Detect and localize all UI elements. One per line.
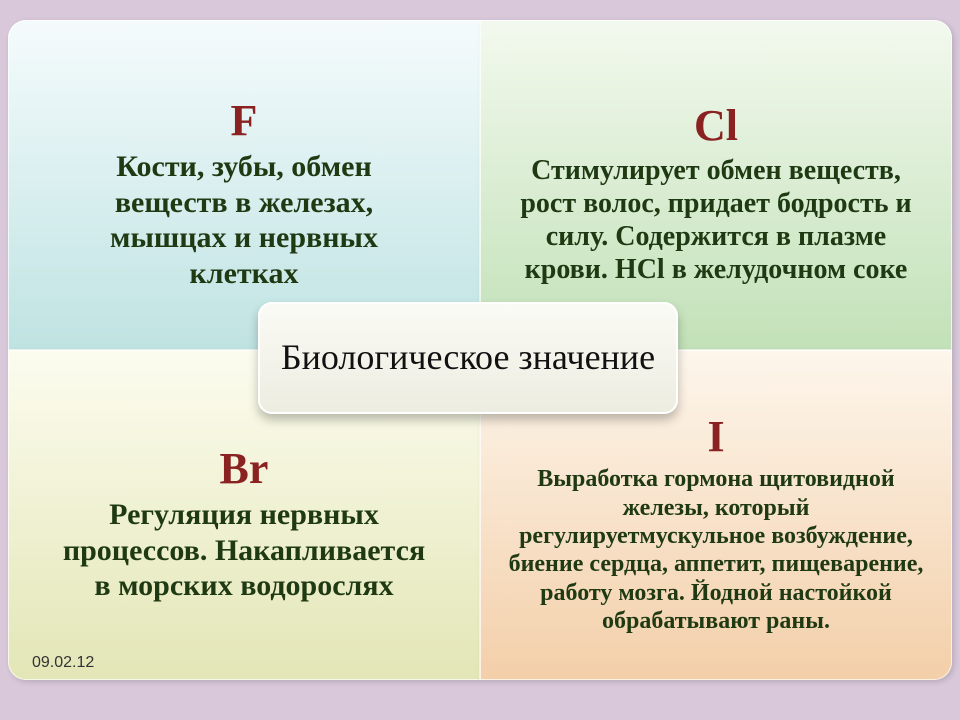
element-desc-cl: Стимулирует обмен веществ, рост волос, п… — [506, 154, 926, 286]
element-desc-i: Выработка гормона щитовидной железы, кот… — [506, 465, 926, 635]
cell-fluorine: F Кости, зубы, обмен веществ в железах, … — [8, 20, 480, 350]
slide: F Кости, зубы, обмен веществ в железах, … — [0, 0, 960, 720]
center-title-text: Биологическое значение — [281, 337, 655, 378]
element-symbol-f: F — [231, 97, 258, 145]
element-symbol-cl: Cl — [694, 102, 738, 150]
slide-datestamp: 09.02.12 — [32, 654, 94, 672]
element-desc-f: Кости, зубы, обмен веществ в железах, мы… — [34, 149, 454, 291]
cell-chlorine: Cl Стимулирует обмен веществ, рост волос… — [480, 20, 952, 350]
center-title-box: Биологическое значение — [258, 302, 678, 414]
element-symbol-i: I — [707, 413, 724, 461]
element-symbol-br: Br — [220, 445, 269, 493]
element-desc-br: Регуляция нервных процессов. Накапливает… — [34, 497, 454, 603]
